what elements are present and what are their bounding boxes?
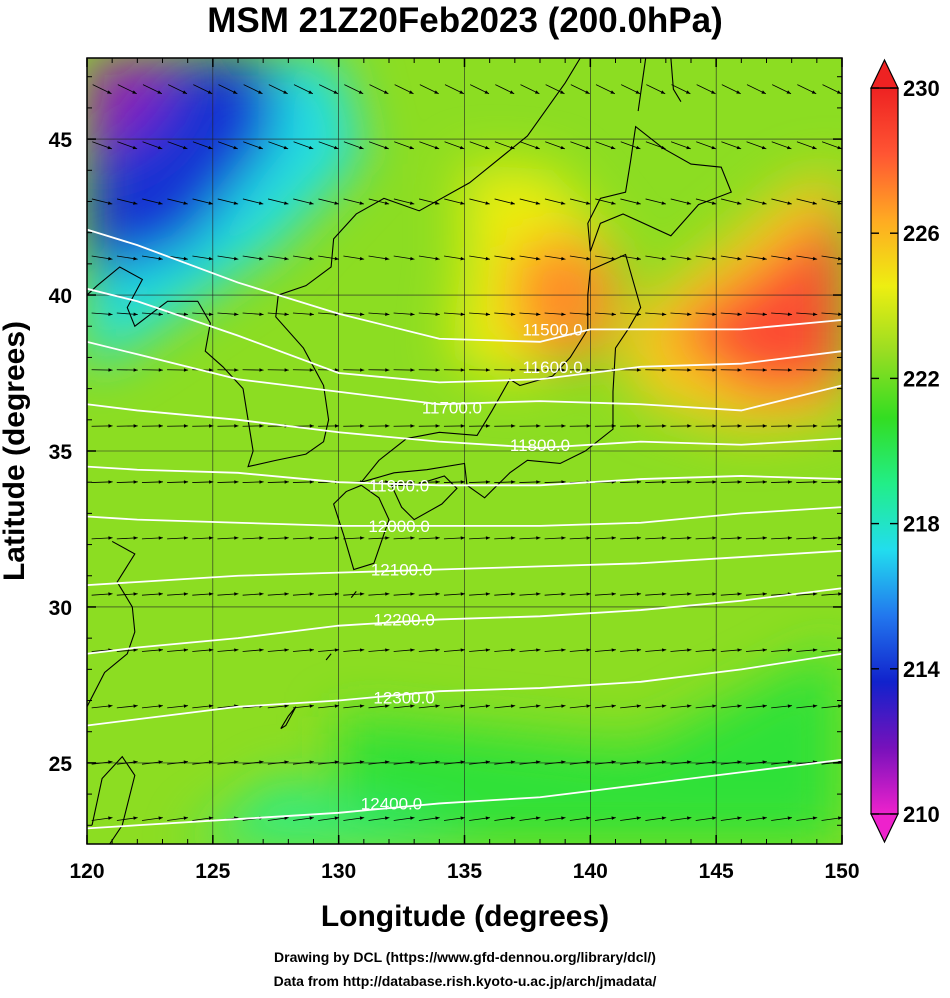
plot-area: 11500.0 11600.0 11700.0 11800.0 11900.0 12000… — [87, 58, 842, 844]
colorbar-tick-label: 214 — [903, 657, 940, 682]
colorbar-tick-label: 222 — [903, 366, 940, 391]
x-tick-label: 150 — [824, 860, 859, 883]
x-tick-label: 120 — [69, 860, 104, 883]
contour-label: 11800.0 — [510, 436, 570, 455]
contour-label: 12200.0 — [373, 610, 434, 629]
y-tick-label: 35 — [49, 441, 73, 464]
y-axis-title: Latitude (degrees) — [0, 321, 31, 581]
y-tick-label: 45 — [49, 129, 73, 152]
colorbar-max-arrow — [871, 60, 898, 88]
contour-label: 11600.0 — [522, 358, 582, 377]
x-tick-label: 145 — [699, 860, 734, 883]
x-tick-label: 135 — [447, 860, 482, 883]
contour-label: 11700.0 — [422, 398, 482, 417]
colorbar-bar — [871, 88, 898, 814]
x-tick-label: 140 — [573, 860, 608, 883]
credit-data-source: Data from http://database.rish.kyoto-u.a… — [274, 973, 657, 989]
colorbar-tick-label: 210 — [903, 802, 940, 827]
y-tick-label: 25 — [49, 753, 73, 776]
colorbar-tick-label: 230 — [903, 76, 940, 101]
contour-label: 12000.0 — [368, 517, 429, 536]
x-tick-label: 130 — [321, 860, 356, 883]
contour-label: 12100.0 — [371, 561, 432, 580]
contour-label: 11500.0 — [522, 320, 582, 339]
y-tick-label: 30 — [49, 597, 72, 620]
chart-title: MSM 21Z20Feb2023 (200.0hPa) — [207, 1, 723, 40]
y-tick-label: 40 — [49, 285, 72, 308]
colorbar-min-arrow — [871, 814, 898, 842]
contour-label: 12400.0 — [361, 794, 422, 813]
colorbar: 210 214 218 222 226 230 — [871, 60, 940, 842]
colorbar-tick-label: 226 — [903, 221, 940, 246]
contour-label: 11900.0 — [369, 476, 429, 495]
x-axis-title: Longitude (degrees) — [321, 900, 609, 933]
credit-dcl: Drawing by DCL (https://www.gfd-dennou.o… — [274, 949, 656, 965]
colorbar-tick-label: 218 — [903, 512, 940, 537]
x-tick-label: 125 — [195, 860, 230, 883]
contour-label: 12300.0 — [373, 688, 434, 707]
